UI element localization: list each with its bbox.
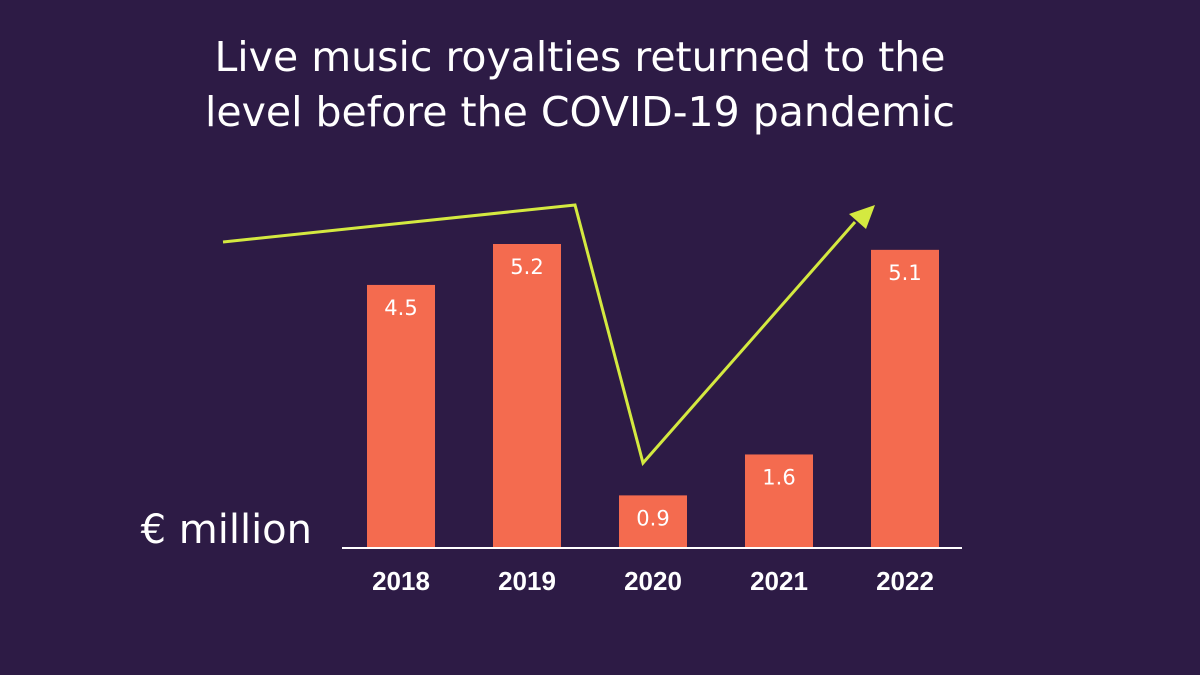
x-tick-label-2021: 2021 bbox=[750, 566, 808, 596]
x-axis-tick-labels: 2018 2019 2020 2021 2022 bbox=[372, 566, 934, 596]
x-tick-label-2020: 2020 bbox=[624, 566, 682, 596]
chart-title-line-2: level before the COVID-19 pandemic bbox=[205, 88, 955, 136]
chart-title-line-1: Live music royalties returned to the bbox=[214, 33, 946, 81]
y-axis-unit-label: € million bbox=[141, 507, 312, 553]
trend-arrow-line bbox=[222, 203, 857, 467]
bar-2018 bbox=[367, 284, 435, 548]
bar-2022 bbox=[871, 249, 939, 548]
bar-2019 bbox=[493, 244, 561, 548]
x-tick-label-2022: 2022 bbox=[876, 566, 934, 596]
x-tick-label-2019: 2019 bbox=[498, 566, 556, 596]
trend-arrow-head bbox=[849, 205, 875, 229]
data-label-2019: 5.2 bbox=[510, 255, 543, 279]
x-tick-label-2018: 2018 bbox=[372, 566, 430, 596]
data-label-2020: 0.9 bbox=[636, 506, 669, 530]
trend-arrow bbox=[222, 203, 875, 467]
bar-series bbox=[367, 244, 939, 548]
data-label-2022: 5.1 bbox=[888, 261, 921, 285]
bar-2020 bbox=[619, 495, 687, 548]
data-labels: 4.5 5.2 0.9 1.6 5.1 bbox=[384, 255, 921, 530]
data-label-2021: 1.6 bbox=[762, 465, 795, 489]
bar-2021 bbox=[745, 454, 813, 548]
data-label-2018: 4.5 bbox=[384, 296, 417, 320]
chart-title: Live music royalties returned to the lev… bbox=[0, 30, 1160, 140]
